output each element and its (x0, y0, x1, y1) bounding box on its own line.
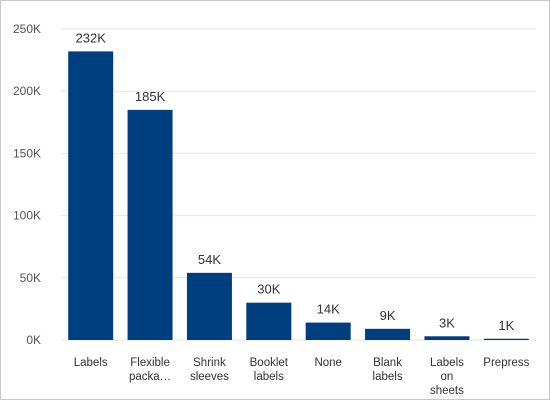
x-tick-label-line: Prepress (483, 357, 529, 369)
bar (68, 51, 114, 340)
y-tick-label: 250K (13, 22, 41, 36)
x-tick-label: Flexible packa… (129, 357, 171, 383)
y-tick-label: 200K (13, 84, 41, 98)
bars (68, 51, 529, 340)
x-tick-label: Prepress (483, 357, 529, 369)
x-tick-label-line: Shrink (193, 357, 226, 369)
bar (424, 336, 470, 340)
bar (483, 338, 529, 340)
x-tick-label-line: Flexible (130, 357, 170, 369)
y-tick-label: 150K (13, 146, 41, 160)
bar (305, 322, 351, 340)
x-axis: Labels Flexible packa… Shrink sleeves Booklet… (74, 357, 530, 397)
bar (246, 302, 292, 340)
x-tick-label: Blank labels (373, 357, 403, 383)
bar (186, 272, 232, 340)
x-tick-label: Labels (74, 357, 108, 369)
data-label: 185K (135, 89, 166, 104)
x-tick-label-line: Labels (74, 357, 108, 369)
x-tick-label-line: sleeves (190, 371, 229, 383)
x-tick-label: Labels on sheets (430, 357, 464, 397)
data-label: 14K (317, 302, 340, 317)
y-tick-label: 0K (26, 333, 41, 347)
x-tick-label-line: sheets (430, 385, 464, 397)
x-tick-label-line: labels (373, 371, 403, 383)
y-tick-label: 50K (20, 271, 41, 285)
data-label: 30K (257, 282, 280, 297)
x-tick-label: Booklet labels (250, 357, 289, 383)
x-tick-label-line: labels (254, 371, 284, 383)
x-tick-label: Shrink sleeves (190, 357, 229, 383)
x-tick-label-line: Booklet (250, 357, 289, 369)
data-label: 3K (439, 315, 455, 330)
data-label: 1K (498, 318, 514, 333)
data-label: 54K (198, 252, 221, 267)
x-tick-label-line: packa… (129, 371, 171, 383)
bar (365, 328, 411, 340)
x-tick-label-line: None (314, 357, 342, 369)
bar (127, 109, 173, 340)
y-tick-label: 100K (13, 209, 41, 223)
data-label: 232K (76, 30, 107, 45)
x-tick-label: None (314, 357, 342, 369)
x-tick-label-line: Labels (430, 357, 464, 369)
data-labels: 232K 185K 54K 30K 14K 9K 3K 1K (76, 30, 515, 332)
data-label: 9K (380, 308, 396, 323)
x-tick-label-line: Blank (373, 357, 402, 369)
y-axis: 0K 50K 100K 150K 200K 250K (13, 22, 41, 347)
x-tick-label-line: on (441, 371, 454, 383)
